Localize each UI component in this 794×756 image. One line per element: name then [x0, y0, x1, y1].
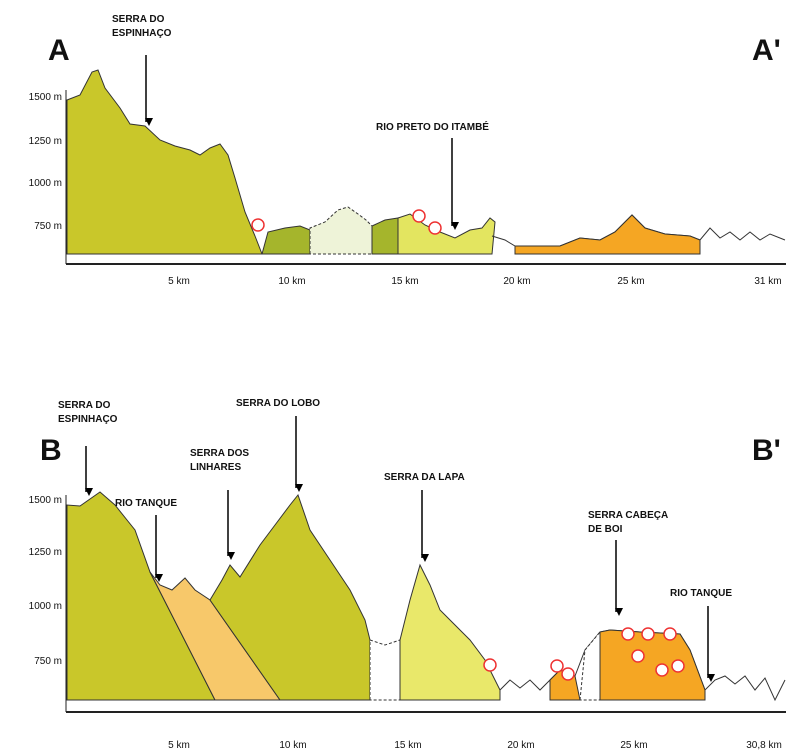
x-tick-label: 15 km — [391, 276, 418, 287]
annotation: SERRA DO LOBO — [236, 398, 320, 409]
sample-marker — [429, 222, 441, 234]
sample-marker — [672, 660, 684, 672]
x-tick-label: 25 km — [620, 740, 647, 751]
y-tick-label: 1000 m — [29, 601, 62, 612]
unit-orange — [515, 215, 700, 254]
section-start: B — [40, 434, 62, 467]
cross-sections: A A' SERRA DOESPINHAÇO RIO PRETO DO ITAM… — [0, 0, 794, 756]
y-ticks: 1500 m 1250 m 1000 m 750 m — [29, 495, 62, 667]
sample-marker — [656, 664, 668, 676]
sample-marker — [413, 210, 425, 222]
x-tick-label: 20 km — [507, 740, 534, 751]
section-start: A — [48, 34, 70, 67]
unit-dashed — [370, 640, 400, 700]
y-tick-label: 1250 m — [29, 136, 62, 147]
x-tick-label: 20 km — [503, 276, 530, 287]
y-tick-label: 1500 m — [29, 92, 62, 103]
sample-marker — [562, 668, 574, 680]
sample-marker — [252, 219, 264, 231]
sample-marker — [632, 650, 644, 662]
y-tick-label: 1000 m — [29, 178, 62, 189]
unit-dark-green — [372, 218, 398, 254]
unit-yellow — [400, 565, 500, 700]
annotation: RIO TANQUE — [670, 588, 732, 599]
sample-marker — [642, 628, 654, 640]
sample-marker — [484, 659, 496, 671]
sample-marker — [664, 628, 676, 640]
x-ticks: 5 km 10 km 15 km 20 km 25 km 31 km — [168, 276, 781, 287]
x-ticks: 5 km 10 km 15 km 20 km 25 km 30,8 km — [168, 740, 782, 751]
x-tick-label: 30,8 km — [746, 740, 782, 751]
x-tick-label: 5 km — [168, 276, 190, 287]
x-tick-label: 10 km — [278, 276, 305, 287]
section-end: A' — [752, 34, 781, 67]
y-tick-label: 1500 m — [29, 495, 62, 506]
unit-dashed — [580, 632, 600, 700]
y-ticks: 1500 m 1250 m 1000 m 750 m — [29, 92, 62, 232]
section-end: B' — [752, 434, 781, 467]
unit-green — [67, 70, 262, 254]
sample-marker — [551, 660, 563, 672]
x-tick-label: 31 km — [754, 276, 781, 287]
x-tick-label: 15 km — [394, 740, 421, 751]
sample-marker — [622, 628, 634, 640]
unit-dark-green — [262, 226, 310, 254]
y-tick-label: 750 m — [34, 221, 62, 232]
annotation: RIO TANQUE — [115, 498, 177, 509]
annotation: SERRA DA LAPA — [384, 472, 465, 483]
y-tick-label: 750 m — [34, 656, 62, 667]
unit-orange — [600, 630, 705, 700]
x-tick-label: 25 km — [617, 276, 644, 287]
x-tick-label: 5 km — [168, 740, 190, 751]
annotation: RIO PRETO DO ITAMBÉ — [376, 120, 489, 133]
base-band — [66, 700, 786, 712]
x-tick-label: 10 km — [279, 740, 306, 751]
page: A A' SERRA DOESPINHAÇO RIO PRETO DO ITAM… — [0, 0, 794, 756]
y-tick-label: 1250 m — [29, 547, 62, 558]
unit-yellow — [398, 214, 495, 254]
unit-dashed — [310, 207, 372, 254]
